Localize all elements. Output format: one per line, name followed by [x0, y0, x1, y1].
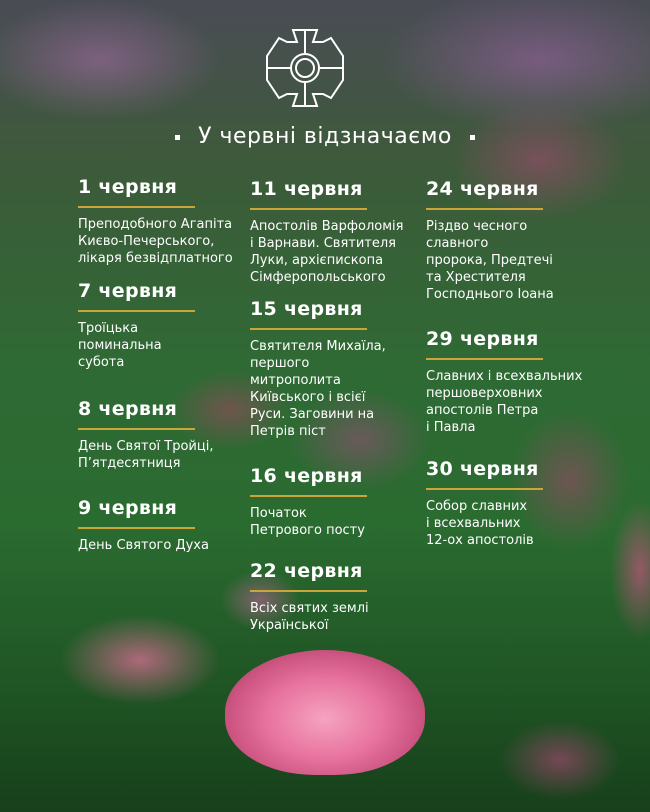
event-june-7: 7 червня Троїцька поминальна субота — [78, 280, 253, 371]
event-text: Всіх святих землі Української — [250, 601, 369, 633]
divider — [78, 206, 195, 208]
divider — [78, 527, 195, 529]
event-date: 8 червня — [78, 398, 178, 420]
event-date: 11 червня — [250, 178, 363, 200]
event-date: 29 червня — [426, 328, 539, 350]
divider — [426, 208, 543, 210]
event-text: Святителя Михаїла, першого митрополита К… — [250, 339, 386, 439]
divider — [250, 495, 367, 497]
peony-flower — [225, 650, 425, 775]
event-date: 24 червня — [426, 178, 539, 200]
divider — [426, 488, 543, 490]
event-june-22: 22 червня Всіх святих землі Української — [250, 560, 425, 634]
event-june-24: 24 червня Різдво чесного славного пророка… — [426, 178, 601, 303]
title-text: У червні відзначаємо — [198, 124, 452, 149]
event-date: 15 червня — [250, 298, 363, 320]
event-date: 7 червня — [78, 280, 178, 302]
divider — [78, 428, 195, 430]
divider — [250, 328, 367, 330]
event-text: Початок Петрового посту — [250, 506, 365, 538]
divider — [250, 590, 367, 592]
event-june-9: 9 червня День Святого Духа — [78, 497, 253, 554]
event-date: 1 червня — [78, 176, 178, 198]
event-june-29: 29 червня Славних і всехвальних першоверх… — [426, 328, 601, 436]
bullet-decoration — [469, 134, 475, 140]
event-text: Преподобного Агапіта Києво-Печерського, … — [78, 217, 233, 266]
event-text: Різдво чесного славного пророка, Предтеч… — [426, 219, 554, 302]
event-june-15: 15 червня Святителя Михаїла, першого митр… — [250, 298, 425, 440]
event-date: 30 червня — [426, 458, 539, 480]
event-text: Апостолів Варфоломія і Варнави. Святител… — [250, 219, 404, 285]
event-june-11: 11 червня Апостолів Варфоломія і Варнави.… — [250, 178, 425, 286]
event-june-16: 16 червня Початок Петрового посту — [250, 465, 425, 539]
divider — [78, 310, 195, 312]
event-june-30: 30 червня Собор славних і всехвальних 12-… — [426, 458, 601, 549]
event-text: Троїцька поминальна субота — [78, 321, 162, 370]
event-text: Собор славних і всехвальних 12-ох апосто… — [426, 499, 534, 548]
event-text: Славних і всехвальних першоверховних апо… — [426, 369, 583, 435]
page-title: У червні відзначаємо — [0, 124, 650, 149]
event-june-8: 8 червня День Святої Тройці, П’ятдесятниц… — [78, 398, 253, 472]
cross-emblem-icon — [266, 29, 344, 107]
event-date: 16 червня — [250, 465, 363, 487]
event-date: 22 червня — [250, 560, 363, 582]
event-text: День Святого Духа — [78, 538, 209, 553]
divider — [426, 358, 543, 360]
event-june-1: 1 червня Преподобного Агапіта Києво-Печер… — [78, 176, 253, 267]
event-date: 9 червня — [78, 497, 178, 519]
bullet-decoration — [175, 134, 181, 140]
divider — [250, 208, 367, 210]
event-text: День Святої Тройці, П’ятдесятниця — [78, 439, 214, 471]
